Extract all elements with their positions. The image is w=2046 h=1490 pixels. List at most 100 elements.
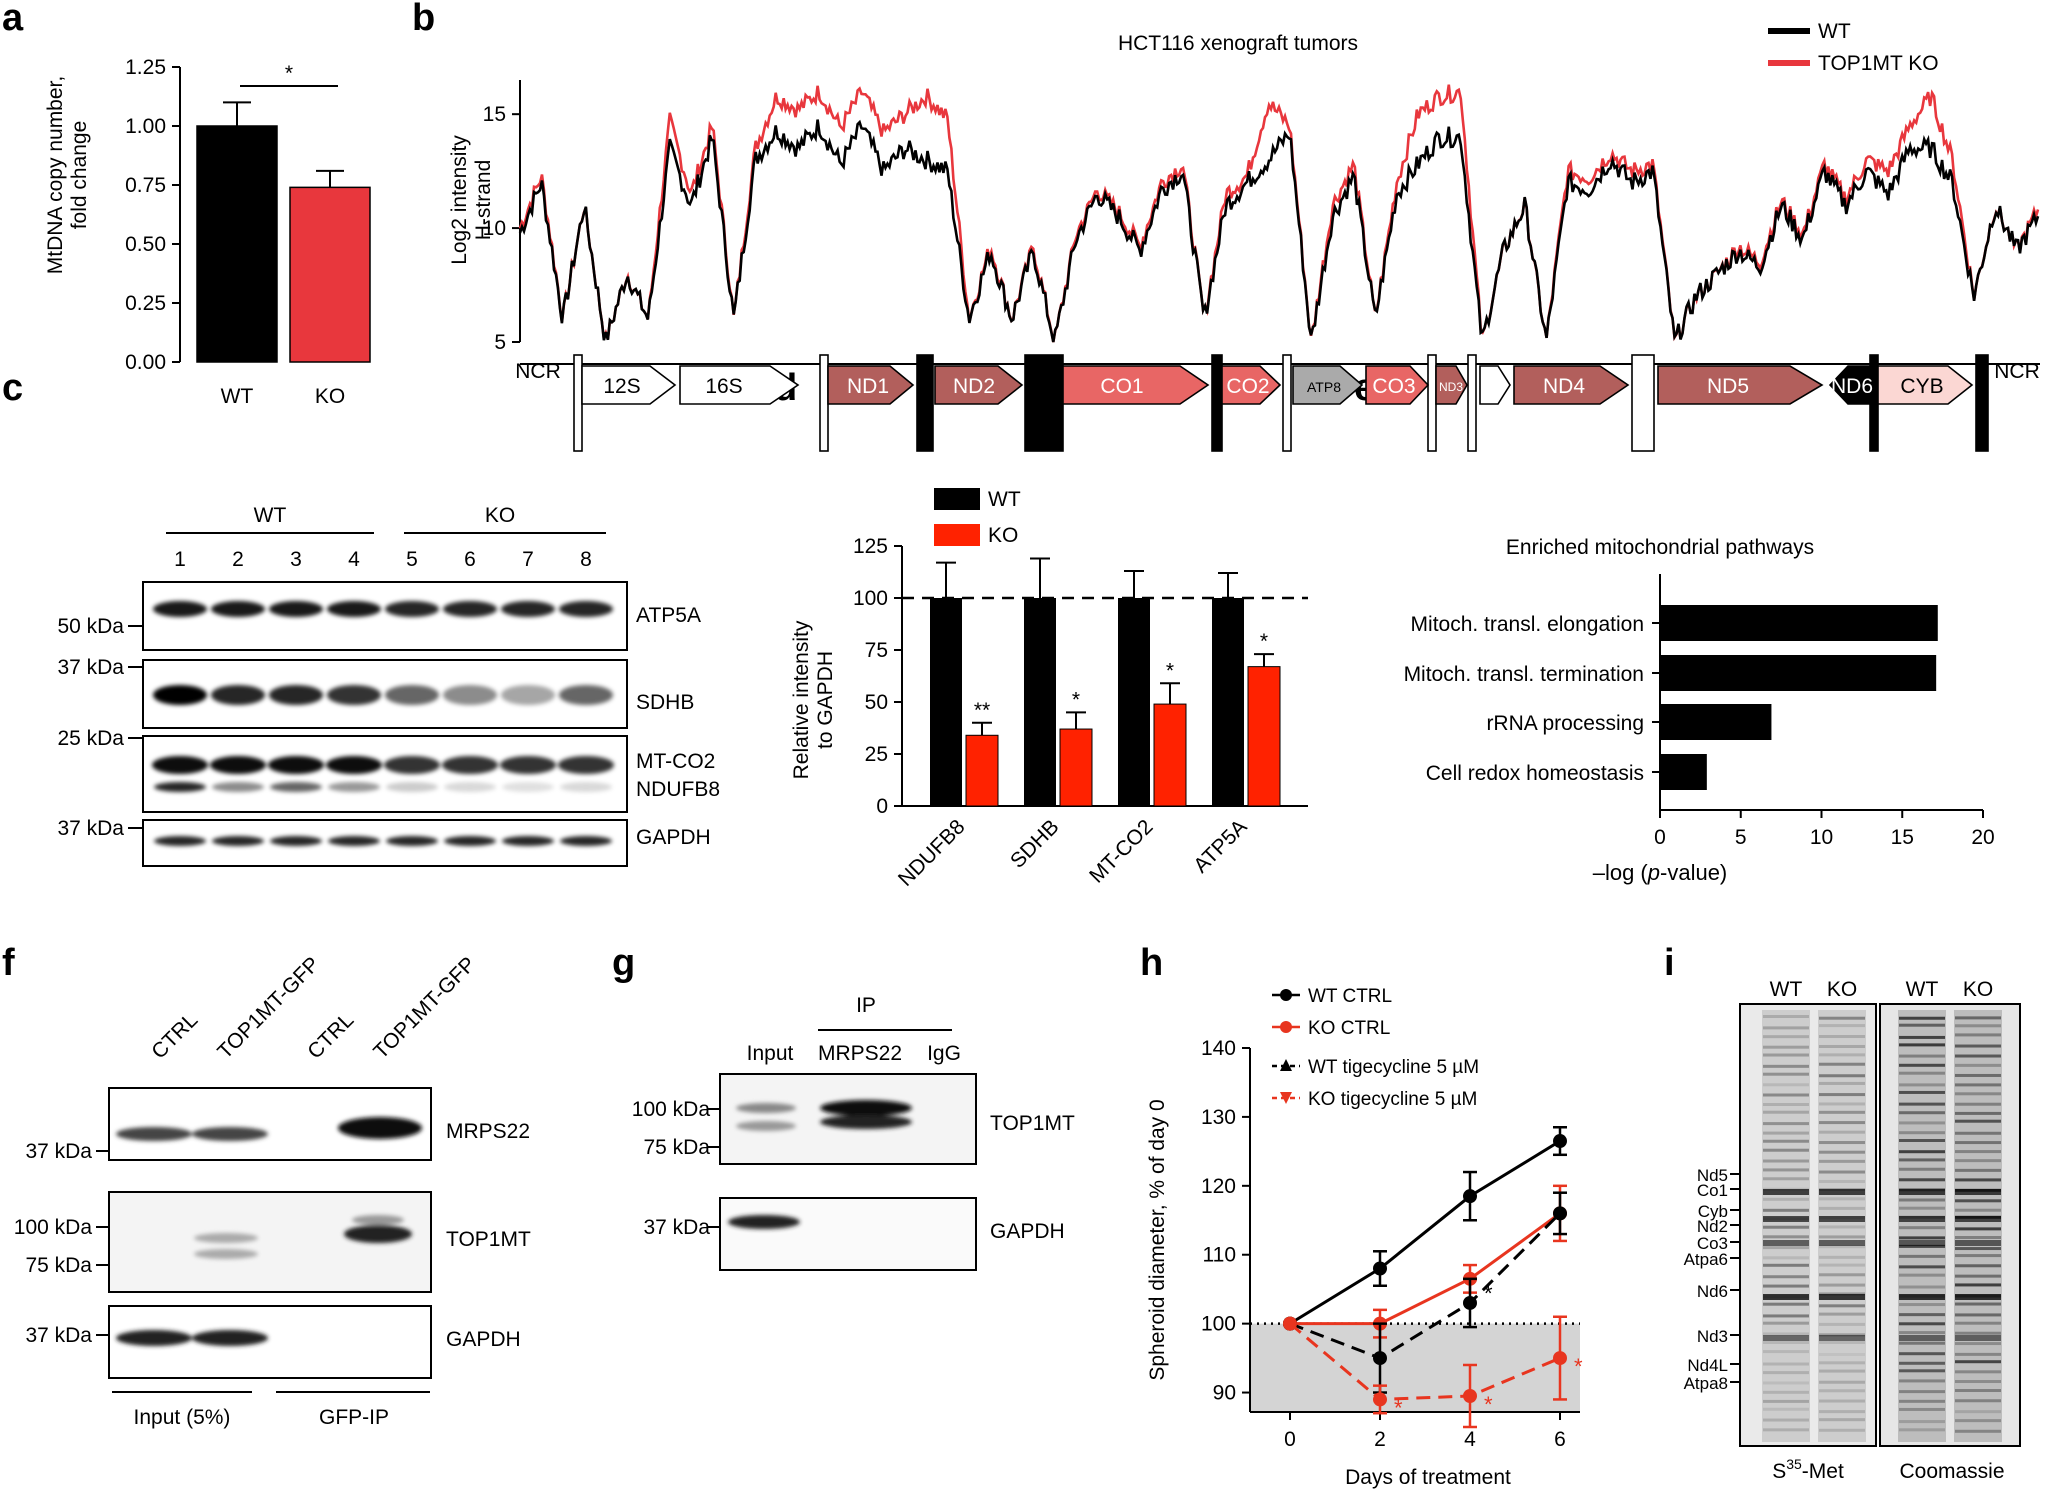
d-xtick-label: ATP5A: [1189, 815, 1251, 877]
i-band: [1763, 1148, 1809, 1152]
i-band: [1763, 1093, 1809, 1097]
panel-c-lane-1: 1: [174, 548, 186, 571]
i-band: [1763, 1045, 1809, 1049]
e-bar: [1660, 704, 1772, 740]
i-band: [1819, 1263, 1865, 1267]
legend-wt-label: WT: [1818, 20, 1851, 43]
i-band: [1899, 1090, 1945, 1094]
i-band: [1763, 1177, 1809, 1181]
i-lane: [1954, 1010, 2002, 1442]
i-band-label: Nd3: [1697, 1327, 1728, 1346]
legend-h-ko-ctrl: KO CTRL: [1308, 1018, 1390, 1039]
i-band-strong: [1955, 1335, 2001, 1341]
e-xtick-label: 10: [1810, 826, 1833, 849]
blot-atp5a: [142, 581, 628, 651]
band-mtco2: [210, 756, 266, 774]
blot-mtco2-ndufb8: [142, 735, 628, 813]
i-band: [1763, 1102, 1809, 1106]
panel-i-label-coomassie: Coomassie: [1899, 1460, 2004, 1483]
h-xtick-label: 2: [1374, 1428, 1386, 1451]
d-ytick-label: 125: [853, 535, 888, 558]
protein-sdhb: SDHB: [636, 691, 694, 714]
i-band: [1899, 1054, 1945, 1058]
band-sdhb: [385, 685, 439, 705]
band-gapdh: [328, 836, 380, 846]
i-band: [1899, 1244, 1945, 1248]
band-mtco2: [152, 756, 208, 774]
h-point: [1463, 1388, 1477, 1403]
band-ndufb8: [560, 782, 612, 792]
gene-nd4: ND4: [1543, 375, 1585, 398]
i-band: [1819, 1428, 1865, 1432]
i-band: [1763, 1168, 1809, 1172]
i-band: [1955, 1150, 2001, 1154]
d-bar-wt-ndufb8: [930, 598, 962, 806]
i-band: [1819, 1369, 1865, 1373]
i-band: [1819, 1235, 1865, 1239]
i-band: [1899, 1379, 1945, 1383]
marker-f-37kda-2: 37 kDa: [25, 1324, 92, 1347]
i-band: [1819, 1361, 1865, 1365]
i-band-label: Atpa8: [1684, 1374, 1728, 1393]
h-point: [1553, 1134, 1567, 1149]
gene-co1: CO1: [1100, 375, 1143, 398]
i-band: [1899, 1158, 1945, 1162]
i-band-strong: [1763, 1240, 1809, 1246]
panel-b-ylabel-1: Log2 intensity: [448, 135, 471, 265]
d-ytick-label: 50: [865, 691, 888, 714]
protein-g-gapdh: GAPDH: [990, 1220, 1065, 1243]
band-sdhb: [559, 685, 613, 705]
i-band: [1955, 1073, 2001, 1077]
i-band: [1955, 1208, 2001, 1212]
band-sdhb: [443, 685, 497, 705]
panel-c-lane-5: 5: [406, 548, 418, 571]
panel-i-lane-wt-2: WT: [1906, 978, 1939, 1001]
i-band-label: Co1: [1697, 1181, 1728, 1200]
i-band-label: Nd4L: [1687, 1356, 1728, 1375]
i-band-strong: [1819, 1240, 1865, 1246]
marker-g-75kda: 75 kDa: [643, 1136, 710, 1159]
i-band-strong: [1899, 1240, 1945, 1246]
panel-g-blot: IP Input MRPS22 IgG 100 kDa 75 kDa 37 kD…: [632, 994, 1075, 1271]
panel-b-title: HCT116 xenograft tumors: [1118, 32, 1358, 55]
i-band: [1899, 1254, 1945, 1258]
i-band: [1819, 1206, 1865, 1210]
i-band: [1955, 1092, 2001, 1096]
i-band: [1899, 1420, 1945, 1424]
panel-f-lane-1: CTRL: [147, 1008, 202, 1063]
band-atp5a: [269, 601, 323, 617]
i-band: [1899, 1285, 1945, 1289]
i-band: [1819, 1024, 1865, 1028]
i-band: [1819, 1322, 1865, 1326]
i-band: [1763, 1110, 1809, 1114]
a-bar-ko: [289, 186, 371, 363]
band-mtco2: [326, 756, 382, 774]
band-gapdh: [560, 836, 612, 846]
panel-c-group-wt: WT: [254, 504, 287, 527]
h-ytick-label: 110: [1203, 1244, 1236, 1267]
h-point: [1373, 1261, 1387, 1276]
panel-label-a: a: [2, 0, 24, 39]
gene-map: NCR 12S 16S ND1 ND2 CO1 CO2 ATP8 CO3 ND3…: [515, 354, 2040, 452]
panel-label-c: c: [2, 367, 23, 409]
h-series-line: [1289, 1322, 1561, 1401]
i-band: [1899, 1390, 1945, 1394]
i-lane: [1762, 1010, 1810, 1442]
i-band: [1899, 1331, 1945, 1335]
h-point: [1463, 1189, 1477, 1204]
i-band: [1763, 1053, 1809, 1057]
panel-a-chart: 0.00 0.25 0.50 0.75 1.00 1.25 WT KO MtDNA copy…: [44, 56, 371, 408]
d-xtick-label: SDHB: [1006, 815, 1064, 873]
gene-nd3: ND3: [1439, 380, 1463, 394]
protein-atp5a: ATP5A: [636, 604, 701, 627]
h-ytick-label: 120: [1201, 1175, 1236, 1198]
i-band: [1955, 1119, 2001, 1123]
i-band-strong: [1763, 1335, 1809, 1341]
i-band: [1899, 1236, 1945, 1240]
i-band: [1763, 1371, 1809, 1375]
i-band-label: Nd2: [1697, 1217, 1728, 1236]
i-band-strong: [1819, 1335, 1865, 1341]
i-band: [1763, 1275, 1809, 1279]
i-band-strong: [1899, 1294, 1945, 1300]
i-band: [1955, 1199, 2001, 1203]
